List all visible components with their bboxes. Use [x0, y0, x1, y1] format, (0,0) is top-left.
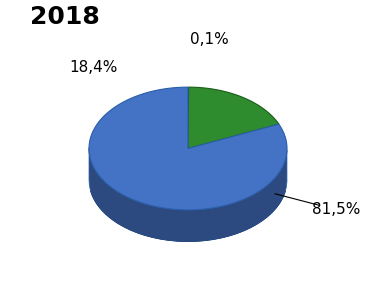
Text: 18,4%: 18,4%: [70, 60, 118, 75]
Text: 81,5%: 81,5%: [312, 202, 361, 217]
Polygon shape: [188, 87, 189, 148]
Text: 2018: 2018: [30, 5, 99, 29]
Polygon shape: [89, 87, 287, 210]
Polygon shape: [188, 87, 279, 148]
Polygon shape: [89, 148, 287, 241]
Text: 0,1%: 0,1%: [190, 32, 229, 47]
